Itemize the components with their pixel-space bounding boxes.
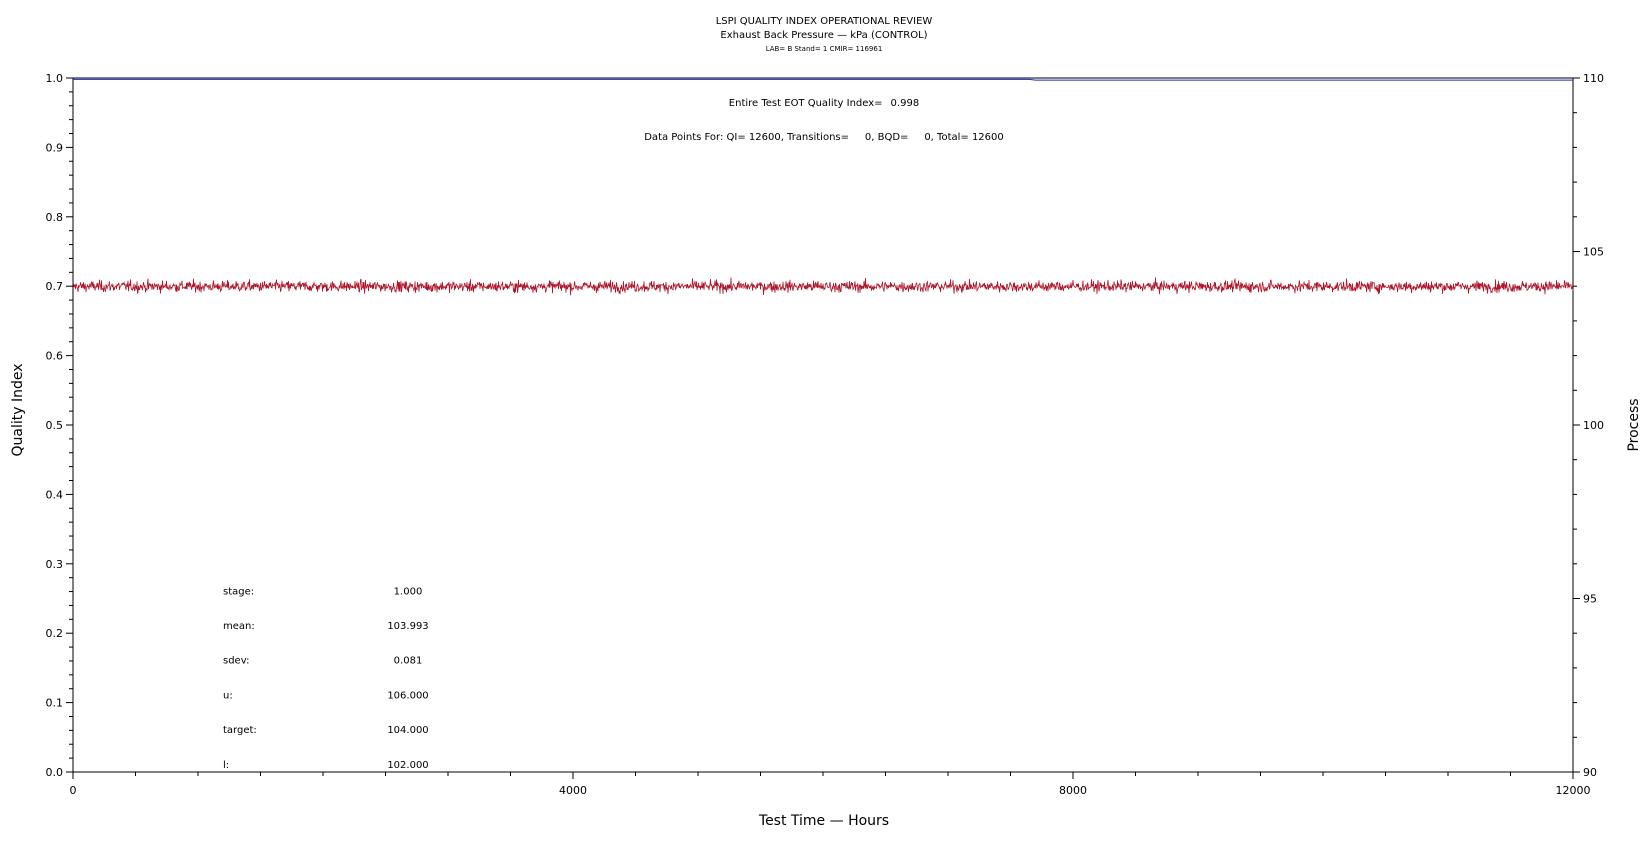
process-line xyxy=(72,277,1574,296)
stat-value: 1.000 xyxy=(394,586,423,597)
stat-value: 0.081 xyxy=(394,656,423,667)
quality-index-line xyxy=(73,78,1573,81)
chart-subtitle: Exhaust Back Pressure — kPa (CONTROL) xyxy=(720,30,927,41)
y-right-tick-label: 110 xyxy=(1583,72,1604,85)
stat-label: mean: xyxy=(223,621,255,632)
y-left-tick-label: 1.0 xyxy=(46,72,64,85)
stat-label: sdev: xyxy=(223,656,249,667)
eot-quality-annotation: Entire Test EOT Quality Index= 0.998 xyxy=(729,98,919,109)
stat-value: 106.000 xyxy=(387,690,428,701)
x-tick-label: 8000 xyxy=(1059,784,1087,797)
y-right-tick-label: 95 xyxy=(1583,593,1597,606)
eot-quality-value: 0.998 xyxy=(891,98,920,109)
chart-subsubtitle: LAB= B Stand= 1 CMIR= 116961 xyxy=(766,45,883,53)
y-right-tick-label: 90 xyxy=(1583,766,1597,779)
stat-value: 103.993 xyxy=(387,621,428,632)
stat-value: 104.000 xyxy=(387,725,428,736)
y-left-tick-label: 0.5 xyxy=(46,419,64,432)
x-axis-label: Test Time — Hours xyxy=(758,813,889,829)
y-left-tick-label: 0.0 xyxy=(46,766,64,779)
stat-label: stage: xyxy=(223,586,254,597)
y-left-tick-label: 0.3 xyxy=(46,558,64,571)
stat-label: l: xyxy=(223,760,229,771)
y-left-tick-label: 0.8 xyxy=(46,211,64,224)
y-left-tick-label: 0.6 xyxy=(46,350,64,363)
stat-label: u: xyxy=(223,690,233,701)
stat-label: target: xyxy=(223,725,257,736)
y-right-tick-label: 105 xyxy=(1583,246,1604,259)
stat-value: 102.000 xyxy=(387,760,428,771)
y-axis-left-label: Quality Index xyxy=(10,363,26,456)
x-tick-label: 12000 xyxy=(1556,784,1591,797)
x-tick-label: 4000 xyxy=(559,784,587,797)
data-points-annotation: Data Points For: QI= 12600, Transitions=… xyxy=(644,132,1004,143)
y-left-tick-label: 0.7 xyxy=(46,280,64,293)
x-tick-label: 0 xyxy=(70,784,77,797)
y-right-tick-label: 100 xyxy=(1583,419,1604,432)
plot-frame xyxy=(72,77,1574,773)
chart-title: LSPI QUALITY INDEX OPERATIONAL REVIEW xyxy=(716,16,933,27)
eot-quality-label: Entire Test EOT Quality Index= xyxy=(729,98,883,109)
y-left-tick-label: 0.9 xyxy=(46,141,64,154)
y-left-tick-label: 0.4 xyxy=(46,488,64,501)
y-left-tick-label: 0.1 xyxy=(46,697,64,710)
y-axis-right-label: Process xyxy=(1626,398,1642,451)
y-left-tick-label: 0.2 xyxy=(46,627,64,640)
